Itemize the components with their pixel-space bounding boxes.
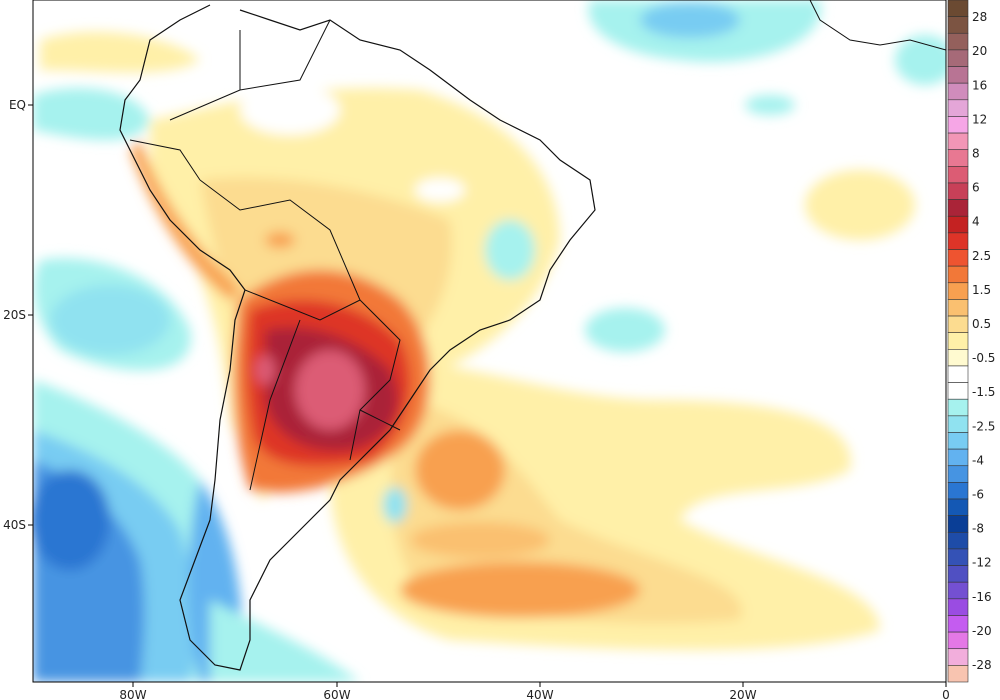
lat-label-eq: EQ bbox=[9, 98, 26, 112]
colorbar-swatch bbox=[947, 265, 969, 284]
colorbar-swatch bbox=[947, 149, 969, 167]
colorbar-swatch bbox=[947, 665, 969, 683]
colorbar-swatch bbox=[947, 0, 969, 17]
lon-label-40w: 40W bbox=[526, 688, 553, 700]
colorbar-swatch bbox=[947, 16, 969, 34]
colorbar-swatch bbox=[947, 32, 969, 51]
map-field bbox=[33, 0, 946, 682]
colorbar-swatch bbox=[947, 598, 969, 616]
colorbar-swatch bbox=[947, 349, 969, 367]
colorbar: 28 20 16 12 8 6 4 2.5 1.5 0.5 -0.5 -1.5 -2.5 -4 -6 -8 -1… bbox=[947, 0, 995, 683]
colorbar-label: 6 bbox=[972, 181, 980, 195]
lat-label-20s: 20S bbox=[3, 308, 26, 322]
colorbar-swatch bbox=[947, 648, 969, 666]
lon-label-60w: 60W bbox=[323, 688, 350, 700]
colorbar-label: 1.5 bbox=[972, 283, 991, 297]
lon-label-20w: 20W bbox=[729, 688, 756, 700]
colorbar-swatch bbox=[947, 99, 969, 117]
colorbar-label: 4 bbox=[972, 215, 980, 229]
lat-label-40s: 40S bbox=[3, 518, 26, 532]
country-borders bbox=[129, 19, 401, 491]
colorbar-label: -2.5 bbox=[972, 419, 995, 433]
colorbar-label: 2.5 bbox=[972, 249, 991, 263]
colorbar-swatch bbox=[947, 49, 969, 67]
colorbar-swatch bbox=[947, 282, 969, 300]
colorbar-label: -20 bbox=[972, 624, 992, 638]
colorbar-swatch bbox=[947, 432, 969, 450]
colorbar-swatch bbox=[947, 448, 969, 467]
colorbar-swatch bbox=[947, 199, 969, 217]
colorbar-label: -1.5 bbox=[972, 385, 995, 399]
colorbar-swatch bbox=[947, 332, 969, 350]
colorbar-label: -8 bbox=[972, 522, 984, 536]
colorbar-label: 20 bbox=[972, 44, 987, 58]
colorbar-swatch bbox=[947, 66, 969, 84]
colorbar-swatch bbox=[947, 166, 969, 184]
colorbar-swatch bbox=[947, 581, 969, 600]
colorbar-swatch bbox=[947, 116, 969, 134]
colorbar-label: -4 bbox=[972, 453, 984, 467]
colorbar-swatch bbox=[947, 315, 969, 333]
colorbar-label: 8 bbox=[972, 146, 980, 160]
colorbar-swatch bbox=[947, 531, 969, 550]
colorbar-swatch bbox=[947, 482, 969, 500]
latitude-axis: EQ 20S 40S bbox=[3, 98, 33, 532]
longitude-axis: 80W 60W 40W 20W 0 bbox=[119, 682, 950, 700]
colorbar-swatch bbox=[947, 548, 969, 566]
colorbar-swatch bbox=[947, 215, 969, 234]
map-frame bbox=[32, 0, 947, 683]
south-america-coastline bbox=[119, 4, 596, 671]
colorbar-swatch bbox=[947, 232, 969, 250]
colorbar-swatch bbox=[947, 365, 969, 383]
colorbar-swatch bbox=[947, 398, 969, 417]
colorbar-swatch bbox=[947, 631, 969, 650]
colorbar-label: -0.5 bbox=[972, 351, 995, 365]
colorbar-swatch bbox=[947, 249, 969, 267]
colorbar-label: 28 bbox=[972, 10, 987, 24]
colorbar-swatch bbox=[947, 415, 969, 433]
colorbar-swatch bbox=[947, 182, 969, 200]
colorbar-label: 16 bbox=[972, 78, 987, 92]
colorbar-swatch bbox=[947, 565, 969, 583]
colorbar-swatch bbox=[947, 615, 969, 633]
lon-label-0: 0 bbox=[942, 688, 950, 700]
lon-label-80w: 80W bbox=[119, 688, 146, 700]
colorbar-label: 12 bbox=[972, 112, 987, 126]
colorbar-swatch bbox=[947, 299, 969, 317]
colorbar-swatch bbox=[947, 82, 969, 101]
colorbar-label: -16 bbox=[972, 590, 992, 604]
africa-coastline bbox=[809, 0, 946, 51]
colorbar-swatch bbox=[947, 515, 969, 533]
colorbar-swatch bbox=[947, 465, 969, 483]
colorbar-swatch bbox=[947, 382, 969, 400]
colorbar-label: 0.5 bbox=[972, 317, 991, 331]
anomaly-shading bbox=[33, 0, 946, 682]
colorbar-label: -6 bbox=[972, 487, 984, 501]
colorbar-label: -28 bbox=[972, 658, 992, 672]
colorbar-label: -12 bbox=[972, 556, 992, 570]
colorbar-swatch bbox=[947, 132, 969, 151]
colorbar-swatch bbox=[947, 498, 969, 516]
